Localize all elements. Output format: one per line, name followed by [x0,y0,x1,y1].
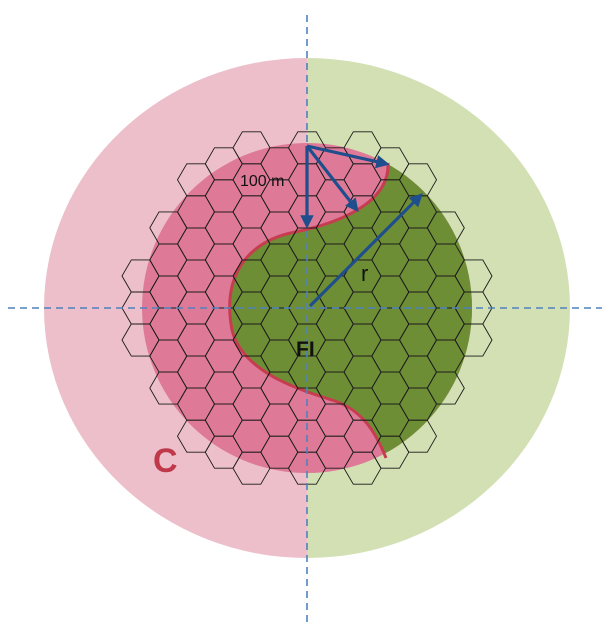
hexagon-cell [398,419,438,453]
field-interior-label: FI [296,338,315,361]
control-label: C [153,442,178,480]
hexagon-cell [426,371,465,405]
arrow-100m-right [306,144,390,169]
hexagon-cell [454,323,493,357]
radius-arrow [308,193,423,308]
field-interior-zone [229,150,472,458]
distance-label: 100 m [240,173,284,190]
field-boundary-line [228,162,390,459]
arrow-100m-diagonal [305,145,359,213]
radius-label: r [361,261,368,286]
